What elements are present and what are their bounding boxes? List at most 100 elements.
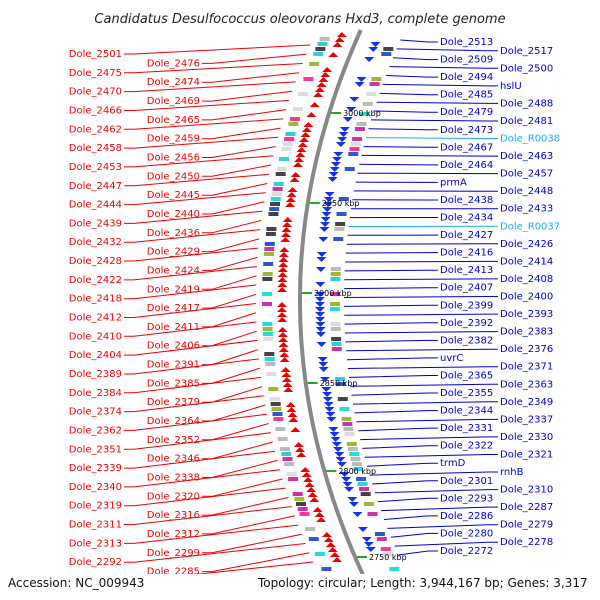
reverse-gene-arrow: [315, 297, 325, 302]
left-gene-label: Dole_2459: [147, 134, 200, 145]
kbp-tick-label: 2850 kbp: [320, 379, 358, 388]
forward-gene-arrow: [316, 82, 327, 87]
feature-box-left: [268, 212, 279, 216]
right-label-leader: [385, 75, 438, 78]
left-label-leader: [202, 496, 289, 516]
right-gene-label: Dole_2279: [500, 520, 553, 531]
left-gene-label: Dole_2352: [147, 435, 200, 446]
feature-box-right: [350, 142, 361, 146]
left-gene-label: Dole_2319: [69, 501, 122, 512]
left-label-leader: [124, 210, 263, 224]
right-gene-label: Dole_2463: [500, 151, 553, 162]
right-gene-label: Dole_2427: [440, 230, 493, 241]
forward-gene-arrow: [321, 532, 332, 537]
forward-gene-arrow: [294, 157, 304, 162]
forward-gene-arrow: [336, 32, 347, 37]
left-label-leader: [124, 118, 284, 130]
left-gene-label: Dole_2440: [147, 209, 200, 220]
feature-box-left: [308, 537, 319, 541]
kbp-tick-label: 2800 kbp: [338, 467, 376, 476]
forward-gene-arrow: [277, 267, 288, 272]
feature-box-left: [285, 132, 296, 136]
reverse-gene-arrow: [321, 387, 332, 392]
right-label-leader: [346, 357, 438, 361]
forward-gene-arrow: [290, 172, 301, 177]
feature-box-left: [314, 552, 325, 556]
feature-box-left: [280, 447, 290, 451]
map-title: Candidatus Desulfococcus oleovorans Hxd3…: [94, 12, 505, 27]
left-gene-label: Dole_2417: [147, 303, 200, 314]
left-label-leader: [202, 533, 302, 554]
left-label-layer: Dole_2501 Dole_2476 Dole_2475 Dole_2474 Dole…: [69, 44, 314, 587]
reverse-gene-arrow: [338, 132, 349, 137]
left-label-leader: [202, 238, 260, 253]
feature-box-left: [276, 167, 287, 171]
feature-box-right: [346, 442, 357, 446]
forward-gene-arrow: [332, 557, 342, 562]
feature-box-right: [330, 327, 341, 331]
feature-box-right: [330, 272, 341, 276]
forward-gene-arrow: [278, 252, 289, 257]
feature-box-right: [351, 462, 362, 466]
forward-gene-arrow: [303, 477, 314, 482]
right-gene-label: Dole_2408: [500, 274, 553, 285]
reverse-gene-arrow: [327, 177, 338, 182]
left-label-leader: [124, 321, 257, 337]
feature-box-right: [331, 342, 342, 346]
forward-gene-arrow: [278, 262, 289, 267]
forward-gene-arrow: [277, 327, 288, 332]
right-gene-label: Dole_2513: [440, 37, 493, 48]
genome-backbone: [298, 29, 377, 600]
left-gene-label: Dole_2320: [147, 491, 200, 502]
feature-box-right: [350, 457, 361, 461]
feature-box-right: [330, 277, 341, 281]
right-label-leader: [344, 313, 498, 316]
feature-box-left: [275, 427, 286, 431]
forward-gene-arrow: [286, 192, 297, 197]
left-label-leader: [124, 192, 266, 206]
reverse-gene-arrow: [315, 307, 325, 312]
left-gene-label: Dole_2351: [69, 444, 122, 455]
reverse-gene-arrow: [316, 342, 327, 347]
feature-box-right: [360, 492, 371, 496]
right-gene-label: prmA: [440, 177, 467, 188]
forward-gene-arrow: [286, 407, 297, 412]
feature-box-right: [334, 227, 345, 231]
left-label-leader: [124, 229, 261, 243]
right-label-leader: [343, 296, 498, 298]
summary-text: Topology: circular; Length: 3,944,167 bp…: [257, 576, 588, 590]
right-gene-label: Dole_2337: [500, 414, 553, 425]
feature-box-left: [262, 277, 273, 281]
reverse-gene-arrow: [315, 292, 326, 297]
feature-box-right: [364, 502, 374, 506]
feature-box-left: [273, 182, 284, 186]
feature-box-left: [275, 172, 286, 176]
right-label-leader: [364, 454, 498, 458]
forward-gene-arrow: [277, 272, 288, 277]
right-gene-label: Dole_2433: [500, 204, 553, 215]
left-gene-label: Dole_2299: [147, 548, 200, 559]
right-label-leader: [372, 480, 438, 485]
reverse-gene-arrow: [370, 42, 381, 47]
forward-gene-arrow: [277, 307, 287, 312]
right-label-leader: [359, 163, 438, 166]
right-label-leader: [390, 532, 438, 538]
right-gene-label: hslU: [500, 81, 522, 92]
forward-gene-arrow: [295, 447, 305, 452]
feature-box-right: [330, 267, 341, 271]
reverse-gene-arrow: [318, 367, 329, 372]
left-label-leader: [202, 72, 300, 83]
right-gene-label: Dole_2363: [500, 379, 553, 390]
right-gene-label: Dole_2272: [440, 546, 493, 557]
feature-box-right: [374, 532, 385, 536]
right-label-leader: [370, 119, 498, 122]
left-gene-label: Dole_2340: [69, 482, 122, 493]
left-gene-label: Dole_2456: [147, 153, 200, 164]
left-gene-label: Dole_2422: [69, 275, 122, 286]
left-gene-label: Dole_2316: [147, 510, 200, 521]
feature-box-right: [339, 407, 350, 411]
feature-box-right: [376, 537, 387, 541]
feature-box-right: [357, 482, 368, 486]
right-label-leader: [365, 137, 498, 139]
reverse-gene-arrow: [365, 547, 376, 552]
